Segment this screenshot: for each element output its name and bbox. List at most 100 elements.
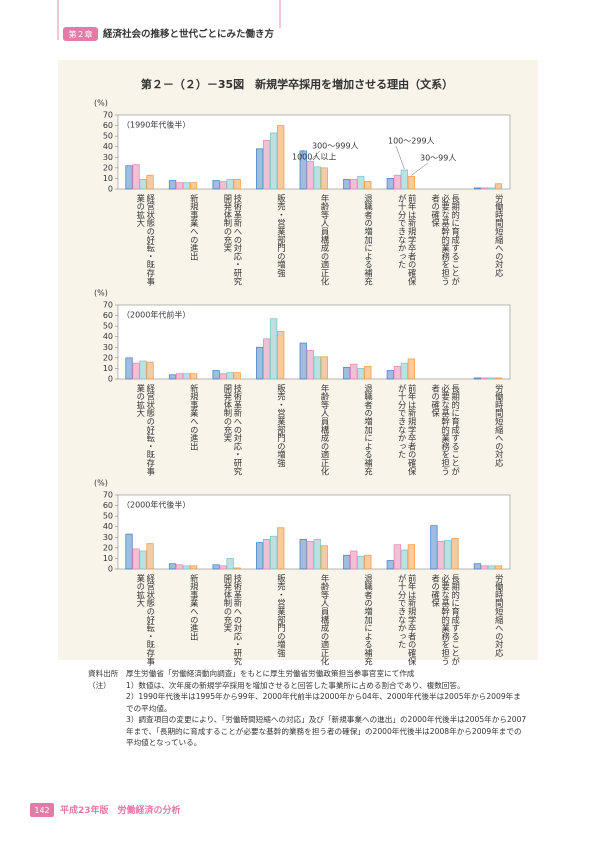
bar <box>299 539 307 570</box>
legend-leader <box>299 149 304 163</box>
y-tick-label: 70 <box>103 111 113 120</box>
bar <box>480 565 489 570</box>
bar <box>357 555 365 570</box>
x-tick-label: 販売・営業部門の増強 <box>276 574 287 657</box>
x-tick-label: 労働時間短縮への対応 <box>494 194 505 277</box>
bar <box>320 356 328 380</box>
bar <box>480 187 489 190</box>
y-tick-label: 50 <box>103 322 113 331</box>
bar <box>270 318 278 380</box>
bar <box>343 366 351 380</box>
bar <box>219 373 227 380</box>
bar <box>350 179 358 190</box>
bar <box>306 161 314 190</box>
y-tick-label: 0 <box>108 185 113 194</box>
bar <box>393 544 402 570</box>
bar <box>270 132 278 190</box>
y-tick-label: 10 <box>103 554 113 563</box>
note-list: 1）数値は、次年度の新規学卒採用を増加させると回答した事業所に占める割合であり、… <box>126 680 528 749</box>
bar <box>182 565 191 570</box>
note-label: （注） <box>88 680 111 690</box>
bar <box>343 179 351 190</box>
bar <box>364 365 372 380</box>
bar <box>444 540 452 570</box>
y-tick-label: 20 <box>103 163 113 172</box>
bar <box>494 377 503 380</box>
bar <box>226 179 234 190</box>
x-tick-label: 退職者の増加による補充 <box>363 194 374 286</box>
bar <box>473 377 482 380</box>
bar <box>168 180 177 190</box>
bar <box>350 363 358 380</box>
x-tick-label: 技術革新への対応・研究開発体制の充実 <box>222 194 243 286</box>
y-tick-label: 0 <box>108 565 113 574</box>
bar <box>480 377 489 380</box>
bar <box>263 539 271 570</box>
bar <box>256 542 264 570</box>
bar <box>219 181 227 190</box>
x-tick-label: 労働時間短縮への対応 <box>494 574 505 657</box>
y-tick-label: 50 <box>103 132 113 141</box>
bar <box>400 549 409 570</box>
y-tick-label: 60 <box>103 121 113 130</box>
note-item: 1）数値は、次年度の新規学卒採用を増加させると回答した事業所に占める割合であり、… <box>126 680 465 690</box>
bar <box>320 167 328 190</box>
x-tick-label: 販売・営業部門の増強 <box>276 194 287 277</box>
x-tick-label: 新規事業への進出 <box>189 574 200 641</box>
x-tick-label: 退職者の増加による補充 <box>363 384 374 476</box>
bar <box>313 166 321 190</box>
bar <box>473 563 482 570</box>
bar <box>343 554 351 570</box>
y-tick-label: 20 <box>103 353 113 362</box>
x-tick-label: 経営状態の好転・既存事業の拡大 <box>135 194 156 286</box>
bar <box>277 125 285 190</box>
bar <box>357 175 365 190</box>
chapter-tab <box>63 27 98 41</box>
y-tick-label: 10 <box>103 174 113 183</box>
x-tick-label: 前年は新規学卒者の確保が十分できなかった <box>397 194 418 286</box>
figure-title: 第２－（２）－35図 新規学卒採用を増加させる理由（文系） <box>141 77 453 91</box>
y-tick-label: 60 <box>103 311 113 320</box>
bar <box>146 361 154 380</box>
bar <box>494 565 503 570</box>
y-tick-label: 30 <box>103 153 113 162</box>
x-tick-label: 技術革新への対応・研究開発体制の充実 <box>222 574 243 666</box>
bar <box>393 174 402 190</box>
y-tick-label: 10 <box>103 364 113 373</box>
bar <box>393 365 402 380</box>
legend-leader <box>395 145 405 170</box>
x-tick-label: 技術革新への対応・研究開発体制の充実 <box>222 384 243 476</box>
bar <box>219 565 227 570</box>
source: 厚生労働省「労働経済動向調査」をもとに厚生労働省労働政策担当参事官室にて作成 <box>126 669 415 678</box>
bar <box>189 182 198 190</box>
y-tick-label: 60 <box>103 501 113 510</box>
x-tick-label: 経営状態の好転・既存事業の拡大 <box>135 574 156 666</box>
bar <box>212 180 220 190</box>
y-tick-label: 70 <box>103 301 113 310</box>
bar <box>487 187 496 190</box>
x-tick-label: 長期的に育成することが必要な基幹的業務を担う者の確保 <box>430 194 461 286</box>
bar <box>386 560 395 570</box>
bar <box>189 373 198 380</box>
bar <box>350 550 358 570</box>
bar <box>437 541 445 570</box>
bar <box>299 150 307 190</box>
bar <box>139 360 147 380</box>
bar <box>132 362 140 380</box>
bar <box>451 537 459 570</box>
bar <box>400 362 409 380</box>
x-tick-label: 長期的に育成することが必要な基幹的業務を担う者の確保 <box>430 384 461 476</box>
x-tick-label: 販売・営業部門の増強 <box>276 384 287 467</box>
bar <box>357 368 365 380</box>
y-tick-label: 40 <box>103 522 113 531</box>
bar <box>212 370 220 380</box>
bar <box>175 564 184 570</box>
bar <box>299 342 307 380</box>
x-tick-label: 年齢等人員構成の適正化 <box>320 574 330 666</box>
bar <box>226 372 234 380</box>
source-label: 資料出所 <box>88 669 119 678</box>
page-tab <box>30 803 54 817</box>
notes: 資料出所 厚生労働省「労働経済動向調査」をもとに厚生労働省労働政策担当参事官室にて… <box>88 668 528 749</box>
bar <box>277 331 285 380</box>
